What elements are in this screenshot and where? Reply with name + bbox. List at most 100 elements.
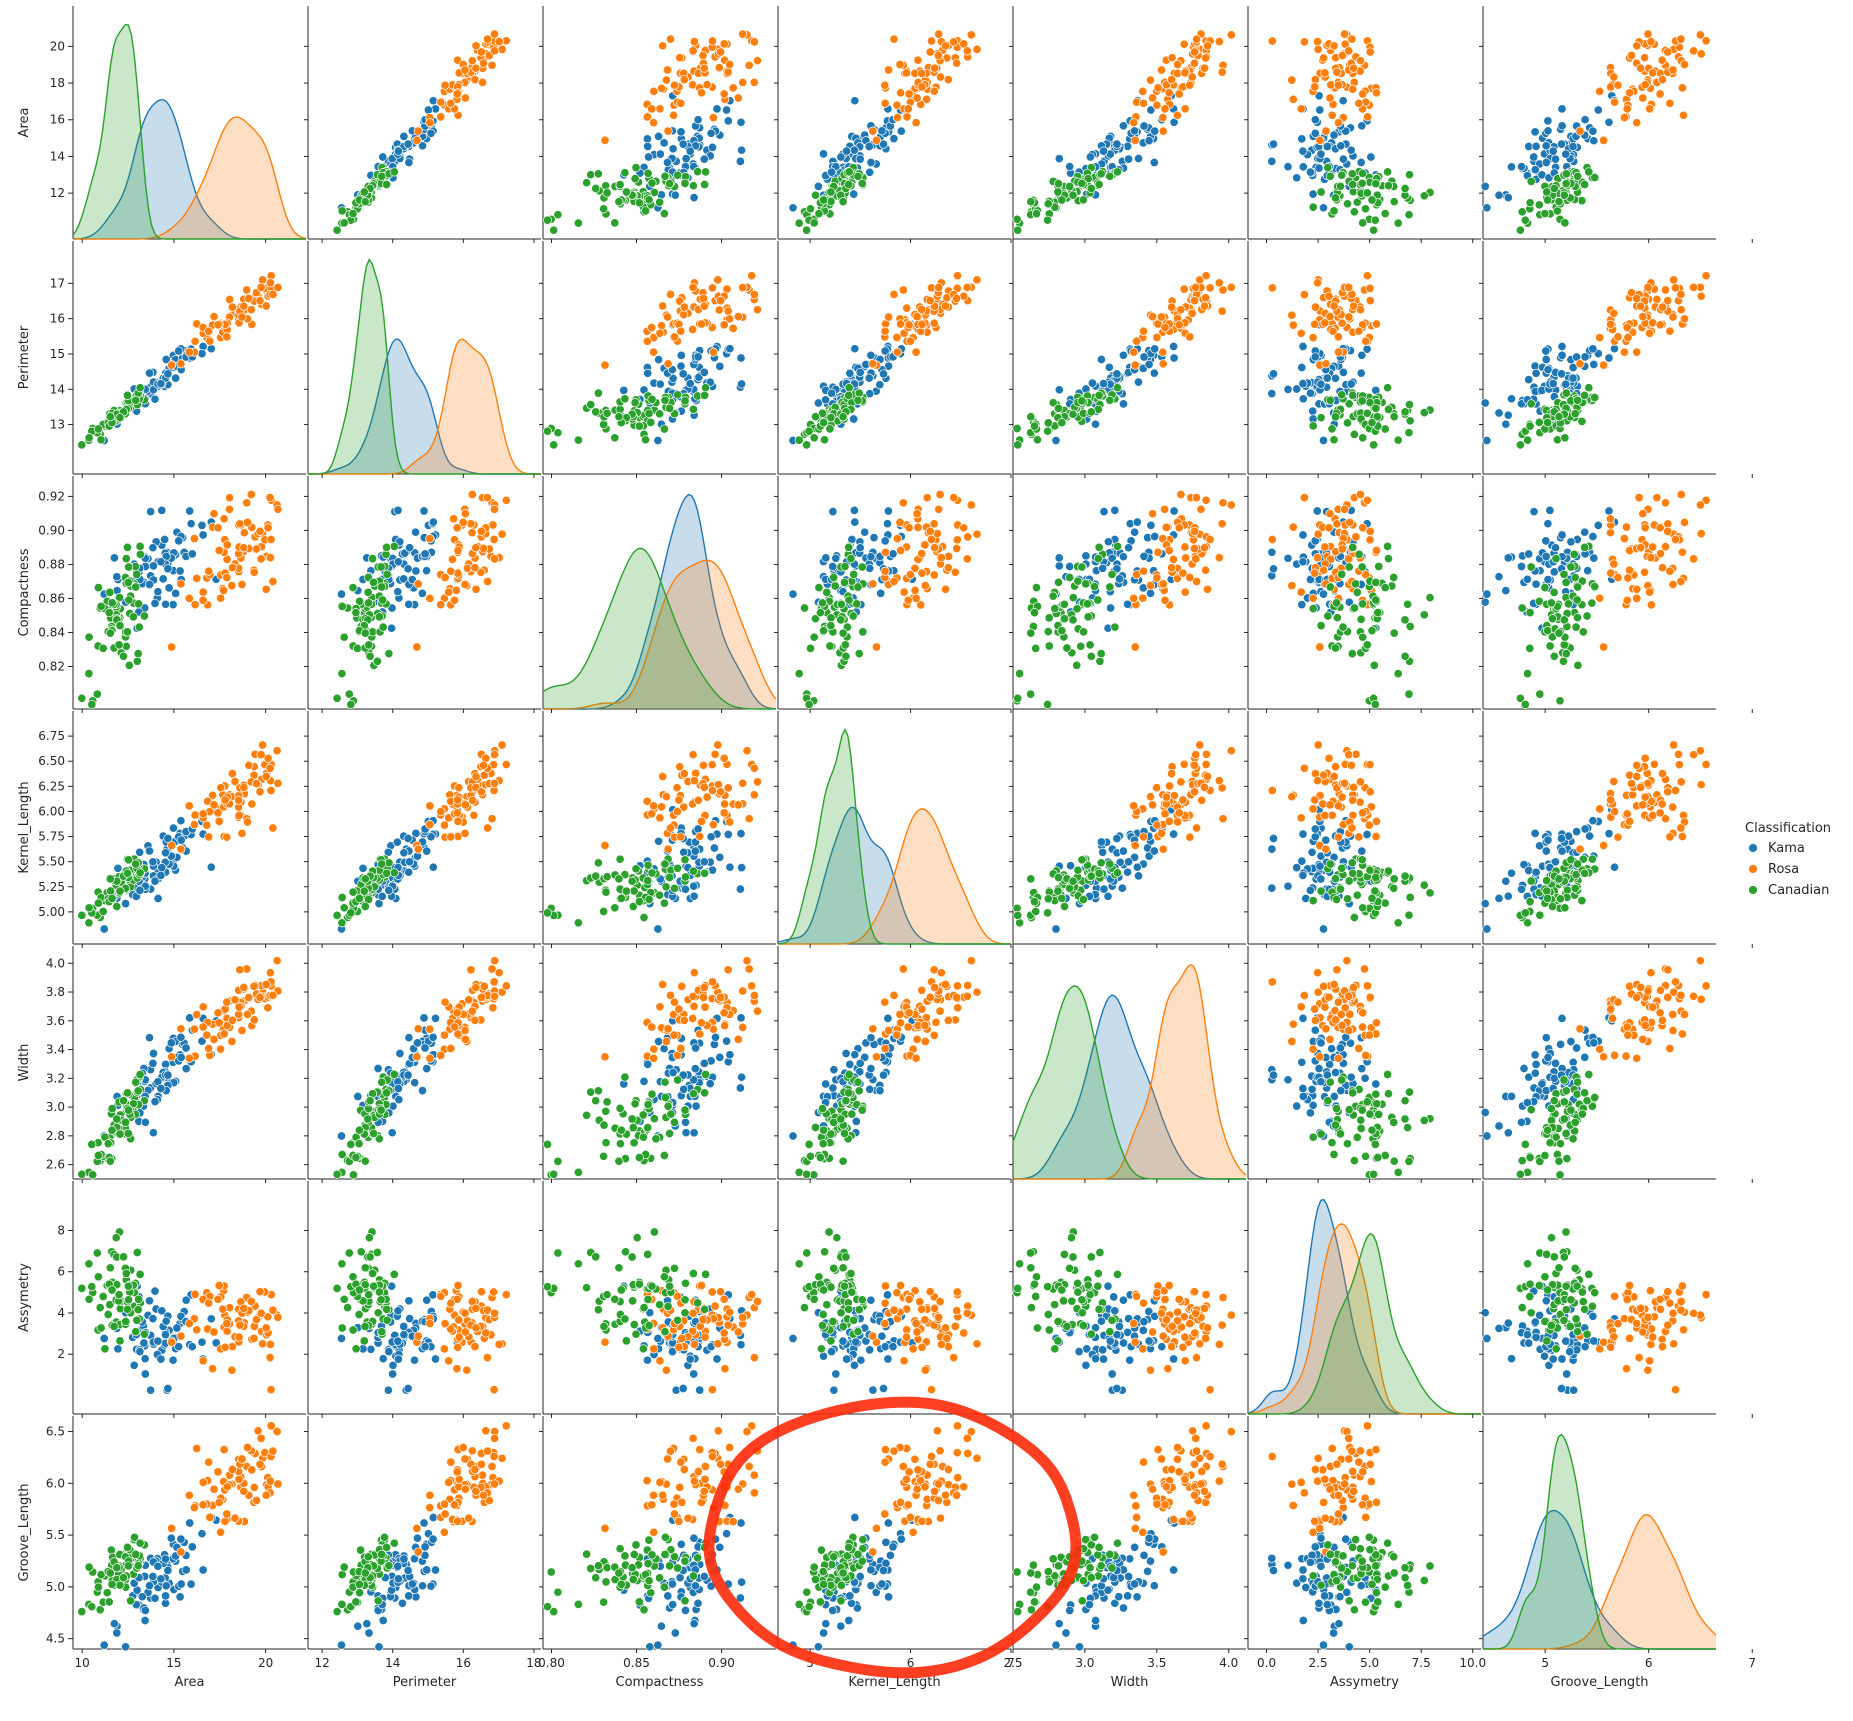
- scatter-point-Kama: [403, 564, 413, 574]
- scatter-point-Rosa: [943, 563, 953, 573]
- scatter-point-Rosa: [1632, 41, 1642, 51]
- scatter-point-Rosa: [707, 785, 718, 796]
- scatter-point-Rosa: [265, 493, 275, 503]
- scatter-point-Canadian: [794, 435, 804, 445]
- scatter-point-Rosa: [963, 532, 973, 542]
- scatter-point-Canadian: [599, 419, 609, 430]
- scatter-point-Kama: [1308, 406, 1318, 416]
- scatter-point-Canadian: [1367, 626, 1377, 636]
- scatter-point-Rosa: [926, 534, 937, 545]
- scatter-point-Canadian: [542, 426, 553, 436]
- scatter-point-Canadian: [1419, 191, 1429, 201]
- scatter-point-Canadian: [1331, 598, 1342, 608]
- scatter-point-Rosa: [929, 86, 939, 96]
- scatter-point-Canadian: [337, 206, 347, 216]
- scatter-point-Canadian: [1400, 615, 1410, 625]
- ytick-label: 16: [50, 113, 65, 127]
- scatter-point-Canadian: [1389, 197, 1399, 207]
- scatter-point-Canadian: [1561, 388, 1571, 398]
- scatter-point-Rosa: [1575, 126, 1585, 136]
- scatter-point-Kama: [1110, 505, 1120, 515]
- scatter-point-Rosa: [1648, 542, 1658, 552]
- scatter-point-Rosa: [1158, 126, 1168, 136]
- scatter-point-Rosa: [1327, 110, 1337, 120]
- scatter-point-Canadian: [360, 901, 370, 912]
- scatter-point-Rosa: [1613, 80, 1623, 90]
- scatter-point-Canadian: [1068, 876, 1078, 886]
- scatter-point-Kama: [1543, 116, 1553, 126]
- scatter-point-Canadian: [1517, 603, 1527, 613]
- scatter-point-Canadian: [1015, 669, 1025, 679]
- scatter-point-Rosa: [1148, 93, 1158, 103]
- scatter-point-Canadian: [93, 583, 103, 593]
- panel-Compactness-vs-Perimeter: [304, 476, 541, 713]
- scatter-point-Rosa: [225, 493, 235, 503]
- scatter-point-Kama: [693, 115, 703, 125]
- scatter-point-Canadian: [1095, 656, 1105, 666]
- scatter-point-Rosa: [1226, 30, 1236, 40]
- scatter-point-Canadian: [1077, 178, 1087, 188]
- scatter-point-Kama: [113, 863, 123, 873]
- scatter-point-Canadian: [1389, 628, 1399, 638]
- scatter-point-Kama: [1112, 833, 1122, 844]
- scatter-point-Rosa: [929, 519, 939, 529]
- scatter-point-Canadian: [591, 407, 601, 417]
- scatter-point-Kama: [1318, 203, 1329, 213]
- scatter-point-Kama: [685, 146, 695, 156]
- scatter-point-Rosa: [237, 312, 247, 322]
- scatter-point-Kama: [157, 505, 167, 515]
- scatter-point-Rosa: [1333, 118, 1344, 128]
- scatter-point-Rosa: [1199, 63, 1210, 73]
- scatter-point-Rosa: [1176, 489, 1186, 500]
- scatter-point-Rosa: [952, 58, 962, 68]
- scatter-point-Rosa: [222, 332, 232, 342]
- scatter-point-Kama: [678, 139, 688, 149]
- scatter-point-Rosa: [246, 305, 256, 315]
- scatter-point-Rosa: [884, 312, 894, 322]
- scatter-point-Rosa: [723, 783, 733, 793]
- scatter-point-Rosa: [696, 319, 707, 329]
- scatter-point-Kama: [699, 367, 709, 377]
- scatter-point-Canadian: [647, 178, 657, 188]
- scatter-point-Kama: [736, 829, 746, 839]
- scatter-point-Kama: [670, 190, 680, 200]
- panel-Kernel_Length-vs-Perimeter: [304, 711, 541, 948]
- scatter-point-Canadian: [1308, 202, 1318, 212]
- scatter-point-Kama: [176, 835, 186, 845]
- scatter-point-Rosa: [460, 93, 470, 103]
- scatter-point-Rosa: [1179, 284, 1189, 294]
- scatter-point-Kama: [404, 867, 414, 877]
- scatter-point-Kama: [689, 891, 699, 901]
- scatter-point-Canadian: [1549, 183, 1559, 194]
- scatter-point-Rosa: [663, 359, 673, 369]
- scatter-point-Canadian: [659, 209, 669, 219]
- scatter-point-Rosa: [1160, 809, 1170, 819]
- scatter-point-Canadian: [1096, 649, 1106, 659]
- scatter-point-Rosa: [895, 59, 905, 70]
- scatter-point-Canadian: [1543, 626, 1553, 636]
- scatter-point-Rosa: [471, 63, 481, 73]
- scatter-point-Canadian: [1535, 689, 1545, 699]
- scatter-point-Kama: [821, 395, 831, 405]
- scatter-point-Rosa: [462, 563, 472, 573]
- scatter-point-Canadian: [369, 577, 379, 587]
- scatter-point-Rosa: [972, 529, 982, 539]
- ytick-label: 5.00: [38, 905, 65, 919]
- scatter-point-Canadian: [1540, 209, 1550, 219]
- scatter-point-Kama: [197, 520, 207, 530]
- scatter-point-Canadian: [1013, 440, 1023, 450]
- scatter-point-Canadian: [1526, 562, 1536, 572]
- scatter-point-Rosa: [204, 832, 214, 842]
- scatter-point-Kama: [1298, 557, 1308, 567]
- scatter-point-Canadian: [1338, 622, 1348, 632]
- scatter-point-Rosa: [913, 522, 923, 532]
- scatter-point-Canadian: [1068, 615, 1078, 625]
- scatter-point-Rosa: [1226, 746, 1236, 756]
- scatter-point-Rosa: [219, 585, 229, 595]
- scatter-point-Canadian: [1358, 218, 1368, 228]
- scatter-point-Canadian: [1053, 179, 1064, 189]
- scatter-point-Rosa: [222, 540, 232, 550]
- scatter-point-Canadian: [1393, 669, 1403, 679]
- scatter-point-Kama: [723, 829, 733, 840]
